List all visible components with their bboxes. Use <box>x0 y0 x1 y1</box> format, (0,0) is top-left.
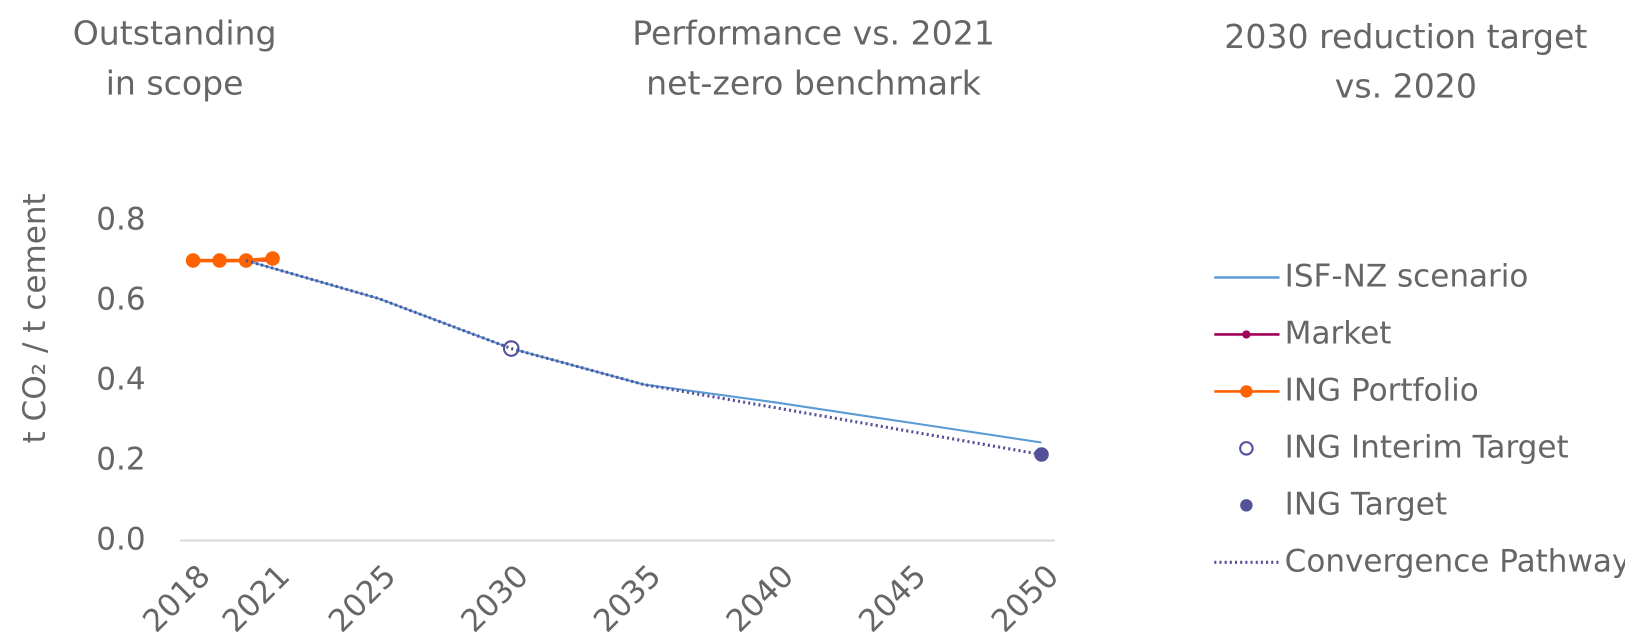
data-point <box>185 253 201 268</box>
x-tick-label: 2045 <box>852 558 933 639</box>
legend-marker <box>1239 441 1254 456</box>
legend-label: ING Interim Target <box>1285 429 1569 465</box>
y-tick-label: 0.6 <box>96 282 145 318</box>
x-tick-label: 2050 <box>985 558 1066 639</box>
legend-label: ING Target <box>1285 486 1447 522</box>
legend-label: ING Portfolio <box>1285 372 1479 408</box>
data-point <box>238 253 254 268</box>
series-line <box>193 256 273 263</box>
data-point <box>1034 447 1049 462</box>
y-tick-label: 0.0 <box>96 522 145 558</box>
legend-label: Convergence Pathway <box>1285 543 1625 579</box>
legend-marker <box>1242 330 1251 339</box>
column-header: net-zero benchmark <box>646 63 982 102</box>
column-header: in scope <box>106 63 244 102</box>
x-tick-label: 2030 <box>454 558 535 639</box>
y-axis-label: t CO₂ / t cement <box>17 193 53 443</box>
series-line <box>245 259 1042 457</box>
column-header: 2030 reduction target <box>1224 17 1587 56</box>
legend-label: ISF-NZ scenario <box>1285 259 1529 295</box>
series-line <box>245 259 1042 444</box>
column-header: vs. 2020 <box>1335 67 1477 106</box>
x-tick-label: 2018 <box>136 558 217 639</box>
y-tick-label: 0.8 <box>96 202 145 238</box>
y-tick-label: 0.4 <box>96 362 145 398</box>
x-tick-label: 2035 <box>587 558 668 639</box>
legend-label: Market <box>1285 315 1392 351</box>
x-tick-label: 2040 <box>720 558 801 639</box>
legend-marker <box>1240 499 1253 512</box>
column-header: Outstanding <box>73 14 277 53</box>
legend-marker <box>1240 385 1253 398</box>
x-tick-label: 2025 <box>322 558 403 639</box>
column-header: Performance vs. 2021 <box>632 14 995 53</box>
data-point <box>212 253 227 268</box>
data-point <box>265 251 280 266</box>
y-tick-label: 0.2 <box>96 442 145 478</box>
x-tick-label: 2021 <box>216 558 297 639</box>
